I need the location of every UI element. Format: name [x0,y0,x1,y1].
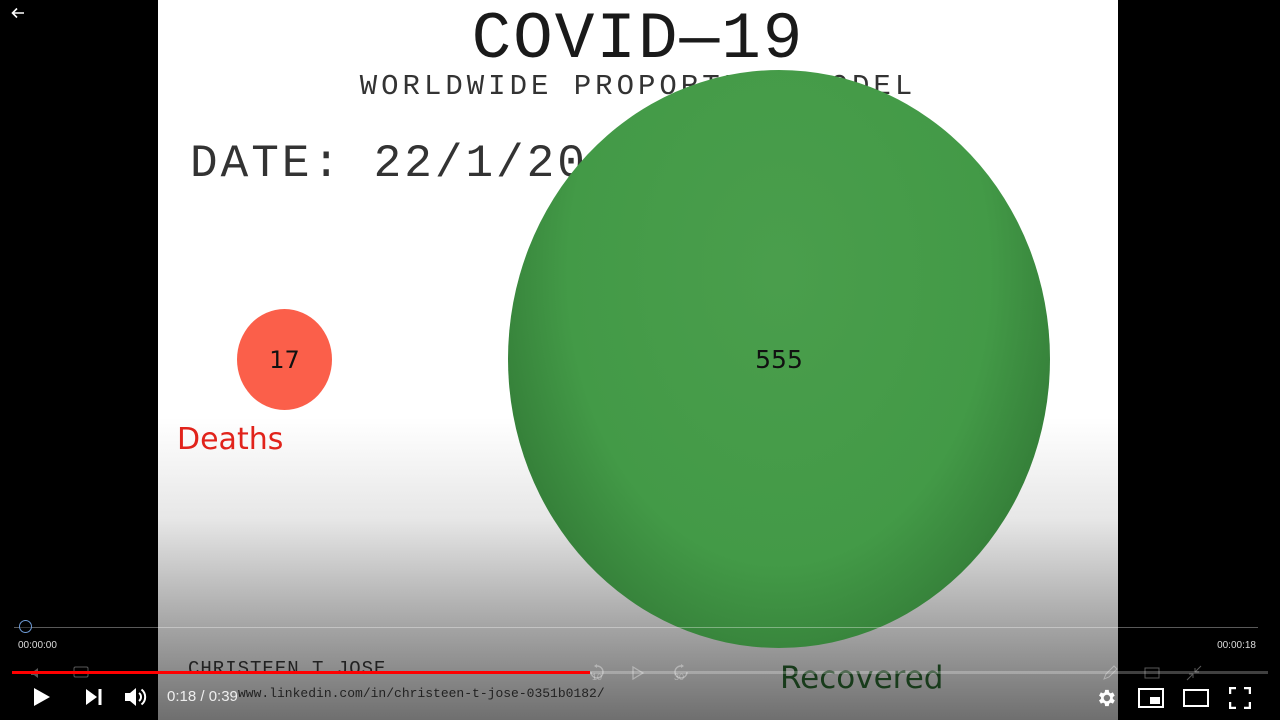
progress-bar[interactable] [12,671,1268,674]
play-icon [34,688,50,706]
settings-button[interactable] [1092,684,1120,712]
scrubber-start-time: 00:00:00 [18,640,57,651]
recovered-label: Recovered [780,660,944,696]
slide-subtitle: WORLDWIDE PROPORTION MODEL [359,70,917,103]
deaths-label: Deaths [177,422,284,457]
forward-30-label: 30 [674,672,685,682]
next-icon [86,689,102,705]
pip-ghost-icon [1144,667,1160,679]
settings-icon [1099,689,1115,707]
progress-bar-played [12,671,590,674]
timecode: 0:18 / 0:39 [167,688,238,705]
video-frame[interactable]: COVID—19 WORLDWIDE PROPORTION MODEL DATE… [158,0,1118,720]
volume-button[interactable] [122,683,152,711]
miniplayer-icon [1138,688,1164,708]
timeline-scrubber[interactable] [14,627,1258,628]
volume-icon [125,688,147,706]
slide-title: COVID—19 [471,2,805,77]
next-button[interactable] [80,683,108,711]
author-link: www.linkedin.com/in/christeen-t-jose-035… [238,686,605,701]
deaths-value: 17 [269,345,300,374]
rewind-10-icon[interactable] [588,663,606,684]
play-small-icon[interactable] [632,665,645,683]
recovered-value: 555 [755,344,803,374]
arrow-left-icon [11,7,24,19]
miniplayer-button[interactable] [1136,684,1166,712]
rewind-10-label: 10 [592,672,603,682]
author-credit: CHRISTEEN T JOSE [188,658,387,680]
fullscreen-icon [1229,687,1251,709]
play-button[interactable] [28,683,56,711]
scrubber-end-time: 00:00:18 [1217,640,1256,651]
pencil-ghost-icon [1103,665,1118,680]
recovered-circle: 555 [508,70,1050,648]
theater-mode-button[interactable] [1181,684,1211,712]
forward-30-icon[interactable] [672,663,690,684]
slide-date: DATE: 22/1/20 [190,138,588,190]
deaths-circle: 17 [237,309,332,410]
theater-icon [1183,689,1209,707]
back-button[interactable] [6,2,30,26]
collapse-ghost-icon [1186,665,1202,681]
timeline-scrubber-handle[interactable] [19,620,32,633]
fullscreen-button[interactable] [1226,684,1254,712]
